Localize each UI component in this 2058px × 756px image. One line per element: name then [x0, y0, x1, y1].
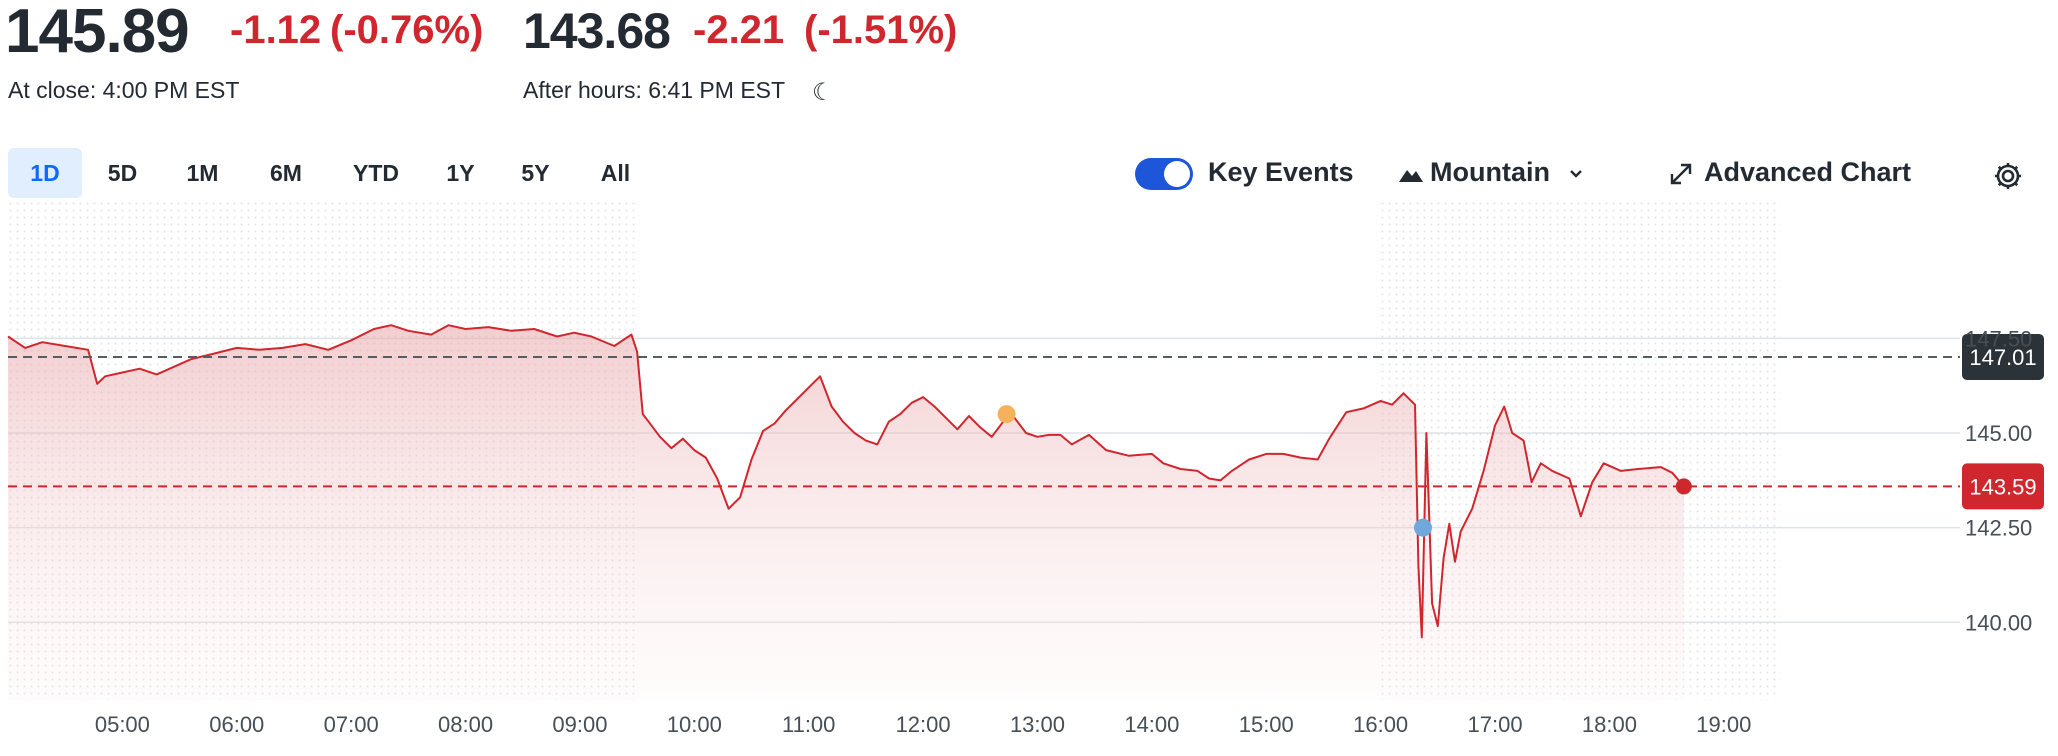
after-hours-price: 143.68	[523, 3, 671, 59]
range-ytd-button[interactable]: YTD	[353, 160, 399, 186]
key-event-marker	[997, 405, 1016, 424]
chart-type-dropdown[interactable]: Mountain	[1398, 157, 1586, 188]
range-6m-button[interactable]: 6M	[270, 160, 302, 186]
price-chart[interactable]: 147.01 143.59 147.50 145.00 142.50 140.00 05:…	[0, 200, 2058, 756]
x-tick-label: 13:00	[1010, 712, 1065, 737]
x-tick-label: 16:00	[1353, 712, 1408, 737]
key-event-marker	[1413, 518, 1432, 537]
x-tick-label: 06:00	[209, 712, 264, 737]
x-tick-label: 11:00	[782, 712, 835, 737]
range-all-button[interactable]: All	[600, 160, 631, 186]
toggle-knob	[1164, 161, 1190, 187]
x-tick-label: 07:00	[324, 712, 379, 737]
x-tick-label: 14:00	[1124, 712, 1179, 737]
x-tick-label: 09:00	[552, 712, 607, 737]
current-price-tag	[1962, 463, 2044, 510]
moon-icon: ☾	[812, 79, 834, 106]
close-change: -1.12	[230, 8, 322, 52]
x-tick-label: 12:00	[896, 712, 951, 737]
after-hours-change: -2.21	[693, 8, 785, 52]
x-tick-label: 05:00	[95, 712, 150, 737]
close-time-label: At close: 4:00 PM EST	[8, 77, 240, 103]
x-tick-label: 17:00	[1468, 712, 1523, 737]
prev-close-tag	[1962, 333, 2044, 380]
current-price-value: 143.59	[1969, 474, 2036, 499]
price-line	[7, 324, 1685, 639]
prev-close-value: 147.01	[1969, 345, 2036, 370]
range-5y-button[interactable]: 5Y	[521, 160, 550, 186]
key-events-label: Key Events	[1208, 157, 1354, 187]
x-tick-label: 18:00	[1582, 712, 1637, 737]
key-events-toggle[interactable]	[1135, 158, 1193, 190]
after-hours-change-percent: (-1.51%)	[804, 8, 958, 52]
after-hours-time-label: After hours: 6:41 PM EST	[523, 77, 786, 103]
range-5d-button[interactable]: 5D	[107, 160, 138, 186]
range-1y-button[interactable]: 1Y	[446, 160, 475, 186]
advanced-chart-label: Advanced Chart	[1704, 157, 1912, 187]
advanced-chart-button[interactable]: Advanced Chart	[1668, 157, 1911, 188]
x-tick-label: 15:00	[1239, 712, 1294, 737]
chart-type-label: Mountain	[1430, 157, 1550, 187]
y-tick-label: 147.50	[1965, 326, 2032, 351]
range-1d-button[interactable]: 1D	[8, 148, 82, 198]
expand-icon	[1670, 163, 1692, 185]
current-price-dot	[1675, 478, 1692, 495]
range-1m-button[interactable]: 1M	[186, 160, 219, 186]
gear-icon[interactable]	[1992, 160, 2024, 192]
mountain-icon	[1399, 169, 1423, 182]
close-price: 145.89	[5, 0, 190, 66]
x-tick-label: 10:00	[667, 712, 722, 737]
close-change-percent: (-0.76%)	[330, 8, 484, 52]
y-tick-label: 140.00	[1965, 610, 2032, 635]
x-tick-label: 08:00	[438, 712, 493, 737]
y-tick-label: 145.00	[1965, 421, 2032, 446]
price-area	[8, 325, 1684, 700]
chevron-down-icon	[1569, 170, 1582, 178]
x-tick-label: 19:00	[1696, 712, 1751, 737]
y-tick-label: 142.50	[1965, 516, 2032, 541]
